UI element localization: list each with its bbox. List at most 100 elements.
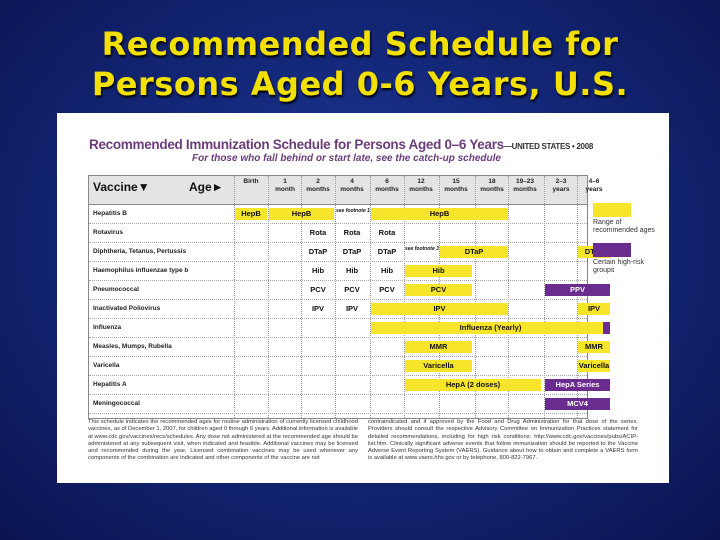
schedule-cell-hib-4: Hib xyxy=(345,266,359,275)
age-column xyxy=(439,176,440,418)
age-header-9: 2–3 years xyxy=(544,178,578,194)
age-column xyxy=(268,176,269,418)
vaccine-name: Hepatitis A xyxy=(93,381,127,388)
schedule-cell-pcv-4: PCV xyxy=(344,285,360,294)
schedule-cell-var-12-15: Varicella xyxy=(405,360,472,372)
age-header-3: 4 months xyxy=(335,178,369,194)
schedule-cell-mmr-12-15: MMR xyxy=(405,341,472,353)
vaccine-name: Meningococcal xyxy=(93,400,140,407)
age-header-value: 1 xyxy=(283,178,287,185)
schedule-cell-hepb-6-18: HepB xyxy=(371,208,508,220)
vaccine-name: Diphtheria, Tetanus, Pertussis xyxy=(93,248,187,255)
vaccine-name: Rotavirus xyxy=(93,229,123,236)
age-header-6: 15 months xyxy=(439,178,473,194)
slide-title-line-2: Persons Aged 0-6 Years, U.S. xyxy=(91,65,629,103)
vaccine-row: Diphtheria, Tetanus, Pertussis xyxy=(89,243,587,262)
schedule-cell-dtap-15-18: DTaP xyxy=(440,246,508,258)
age-header-unit: months xyxy=(306,186,330,193)
age-header-unit: months xyxy=(480,186,504,193)
schedule-sheet: Recommended Immunization Schedule for Pe… xyxy=(57,113,669,483)
footnote-right: contraindicated and if approved by the F… xyxy=(368,419,638,462)
age-header-value: 4–6 xyxy=(588,178,600,185)
slide-title: Recommended Schedule for Persons Aged 0-… xyxy=(0,24,720,104)
age-header-7: 18 months xyxy=(475,178,509,194)
age-header-2: 2 months xyxy=(301,178,335,194)
age-column xyxy=(508,176,509,418)
age-header-unit: years xyxy=(552,186,570,193)
age-header-0: Birth xyxy=(234,178,268,186)
sheet-subtitle: For those who fall behind or start late,… xyxy=(192,153,501,164)
schedule-cell-ppv: PPV xyxy=(545,284,610,296)
vaccine-name: Hepatitis B xyxy=(93,210,127,217)
vaccine-row: Influenza xyxy=(89,319,587,338)
age-column xyxy=(544,176,545,418)
schedule-cell-rota-4: Rota xyxy=(343,228,361,237)
age-header-value: 15 xyxy=(452,178,460,185)
schedule-grid: Vaccine▼ Age► Birth 1 month 2 months 4 months 6… xyxy=(88,175,610,419)
age-column xyxy=(234,176,235,418)
age-header-value: 18 xyxy=(488,178,496,185)
vaccine-name: Inactivated Poliovirus xyxy=(93,305,161,312)
vaccine-name: Measles, Mumps, Rubella xyxy=(93,343,172,350)
age-column xyxy=(301,176,302,418)
age-header-1: 1 month xyxy=(268,178,302,194)
age-header-value: Birth xyxy=(243,178,259,185)
vaccine-name: Pneumococcal xyxy=(93,286,139,293)
schedule-cell-pcv-12-15: PCV xyxy=(405,284,472,296)
legend-swatch-high-risk xyxy=(593,243,631,257)
age-header-value: 4 xyxy=(350,178,354,185)
schedule-cell-dtap-note: see footnote 3 xyxy=(405,246,439,252)
vaccine-name: Varicella xyxy=(93,362,120,369)
age-header-4: 6 months xyxy=(370,178,404,194)
schedule-cell-dtap-4: DTaP xyxy=(342,247,362,256)
age-header-unit: months xyxy=(340,186,364,193)
age-header-unit: years xyxy=(585,186,603,193)
schedule-cell-ipv-2: IPV xyxy=(311,304,325,313)
age-header-value: 19–23 xyxy=(515,178,535,185)
age-column xyxy=(577,176,578,418)
influenza-high-risk-segment xyxy=(603,322,610,334)
age-header-10: 4–6 years xyxy=(577,178,611,194)
age-header-value: 2–3 xyxy=(555,178,567,185)
schedule-cell-hepb-note: see footnote 1 xyxy=(336,208,370,214)
footnote-left: This schedule indicates the recommended … xyxy=(88,419,358,462)
age-header-5: 12 months xyxy=(404,178,438,194)
age-header-unit: months xyxy=(375,186,399,193)
legend-label-high-risk: Certain high-risk groups xyxy=(593,259,644,274)
schedule-cell-mcv4: MCV4 xyxy=(545,398,610,410)
age-header-unit: months xyxy=(444,186,468,193)
legend-swatch-range xyxy=(593,203,631,217)
age-column-header: Age► xyxy=(189,180,224,194)
age-header-value: 12 xyxy=(417,178,425,185)
vaccine-row: Hepatitis B xyxy=(89,205,587,224)
vaccine-name: Haemophilus influenzae type b xyxy=(93,267,189,274)
schedule-cell-pcv-6: PCV xyxy=(379,285,395,294)
age-header-unit: month xyxy=(275,186,295,193)
age-header-value: 6 xyxy=(385,178,389,185)
schedule-cell-hib-2: Hib xyxy=(311,266,325,275)
age-column xyxy=(475,176,476,418)
vaccine-column-header: Vaccine▼ xyxy=(93,180,150,194)
schedule-cell-ipv-4: IPV xyxy=(345,304,359,313)
sheet-title: Recommended Immunization Schedule for Pe… xyxy=(89,137,593,152)
age-column xyxy=(370,176,371,418)
schedule-cell-pcv-2: PCV xyxy=(310,285,326,294)
age-header-unit: months xyxy=(513,186,537,193)
age-header-8: 19–23 months xyxy=(508,178,542,194)
schedule-cell-var-4-6: Varicella xyxy=(578,360,610,372)
vaccine-row: Haemophilus influenzae type b xyxy=(89,262,587,281)
schedule-cell-hepb-birth: HepB xyxy=(235,208,267,220)
schedule-cell-ipv-6-18: IPV xyxy=(371,303,508,315)
vaccine-name: Influenza xyxy=(93,324,122,331)
schedule-cell-dtap-6: DTaP xyxy=(377,247,397,256)
schedule-cell-ipv-4-6: IPV xyxy=(578,303,610,315)
age-header-unit: months xyxy=(409,186,433,193)
schedule-cell-dtap-2: DTaP xyxy=(308,247,328,256)
vaccine-row: Measles, Mumps, Rubella xyxy=(89,338,587,357)
schedule-cell-hepb-1-2: HepB xyxy=(269,208,334,220)
schedule-cell-rota-6: Rota xyxy=(378,228,396,237)
vaccine-row: Pneumococcal xyxy=(89,281,587,300)
age-column xyxy=(404,176,405,418)
age-column xyxy=(335,176,336,418)
schedule-cell-rota-2: Rota xyxy=(309,228,327,237)
